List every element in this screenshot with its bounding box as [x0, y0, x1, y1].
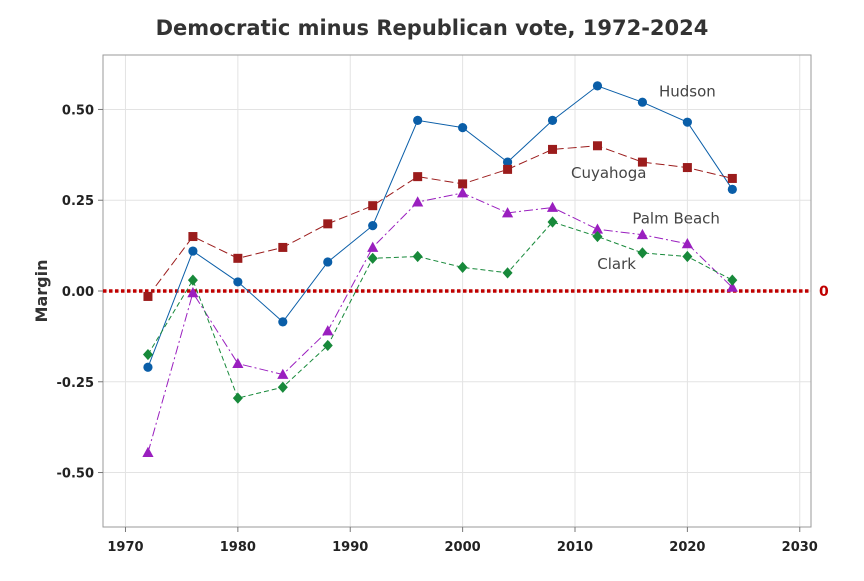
data-point-cuyahoga: [592, 141, 602, 151]
data-point-cuyahoga: [323, 219, 333, 229]
data-point-hudson: [368, 221, 378, 231]
y-tick-label: -0.25: [57, 376, 94, 391]
data-point-hudson: [502, 157, 513, 167]
data-point-palm-beach: [501, 207, 514, 218]
data-point-hudson: [278, 317, 288, 327]
data-point-hudson: [143, 362, 153, 372]
data-point-cuyahoga: [278, 242, 288, 252]
y-tick-label: 0.00: [62, 285, 94, 300]
data-point-cuyahoga: [233, 253, 243, 263]
data-point-hudson: [458, 123, 468, 133]
data-point-palm-beach: [546, 201, 559, 212]
data-point-clark: [592, 230, 603, 243]
data-point-cuyahoga: [143, 291, 153, 301]
data-point-cuyahoga: [188, 232, 198, 242]
data-point-clark: [637, 247, 648, 259]
series-labels: Hudson Cuyahoga Palm Beach Clark: [571, 82, 720, 272]
data-point-clark: [232, 392, 243, 404]
data-point-hudson: [592, 81, 603, 91]
data-point-hudson: [323, 257, 333, 267]
data-point-cuyahoga: [727, 173, 737, 183]
data-point-cuyahoga: [548, 144, 558, 154]
data-point-clark: [547, 216, 558, 228]
data-point-palm-beach: [277, 368, 289, 379]
series-label-clark: Clark: [597, 255, 636, 273]
series-line-palm-beach: [147, 192, 733, 453]
tick-labels: 1970 1980 1990 2000 2010 2020 2030 0.50 0.25 0.00…: [57, 103, 818, 555]
data-point-palm-beach: [681, 238, 693, 249]
data-point-hudson: [727, 184, 737, 194]
data-point-clark: [277, 381, 288, 393]
data-point-clark: [187, 274, 198, 286]
data-point-hudson: [637, 97, 648, 107]
x-tick-label: 2030: [782, 540, 818, 555]
data-point-palm-beach: [187, 287, 199, 298]
data-point-palm-beach: [412, 196, 424, 207]
y-tick-label: 0.50: [62, 103, 94, 118]
x-tick-label: 1990: [332, 540, 368, 555]
data-point-cuyahoga: [368, 201, 378, 211]
data-point-cuyahoga: [503, 164, 513, 174]
data-point-clark: [682, 250, 693, 263]
data-point-clark: [502, 267, 513, 279]
data-point-palm-beach: [636, 228, 649, 240]
chart-title: Democratic minus Republican vote, 1972-2…: [156, 16, 709, 40]
data-point-cuyahoga: [458, 179, 468, 189]
data-point-palm-beach: [142, 446, 154, 457]
data-point-cuyahoga: [682, 163, 692, 173]
data-point-palm-beach: [367, 241, 379, 252]
data-point-hudson: [547, 115, 558, 125]
data-point-clark: [412, 250, 423, 263]
reference-line-group: 0: [103, 284, 829, 300]
data-point-palm-beach: [591, 223, 604, 234]
data-point-clark: [142, 348, 153, 361]
data-point-cuyahoga: [637, 157, 647, 167]
data-point-hudson: [413, 115, 423, 125]
x-tick-label: 2000: [445, 540, 481, 555]
data-point-clark: [727, 274, 738, 286]
data-point-hudson: [188, 246, 198, 256]
series-hudson: [143, 81, 737, 372]
series-label-hudson: Hudson: [659, 82, 716, 100]
data-point-clark: [367, 252, 378, 264]
series-clark: [142, 216, 738, 404]
data-point-hudson: [682, 117, 692, 127]
data-point-palm-beach: [322, 325, 334, 336]
series-palm-beach: [142, 187, 738, 457]
series-cuyahoga: [143, 141, 737, 301]
data-point-clark: [322, 339, 333, 352]
x-tick-label: 2010: [557, 540, 593, 555]
y-axis-label: Margin: [32, 260, 51, 323]
data-point-clark: [457, 261, 468, 273]
data-point-palm-beach: [726, 281, 738, 292]
data-point-cuyahoga: [413, 172, 423, 182]
series-label-palm-beach: Palm Beach: [632, 209, 720, 227]
series-line-hudson: [147, 85, 733, 368]
reference-line-label: 0: [819, 284, 829, 300]
series-line-cuyahoga: [147, 145, 733, 297]
x-tick-label: 1970: [107, 540, 143, 555]
x-tick-label: 2020: [669, 540, 705, 555]
series-line-clark: [147, 221, 733, 399]
y-tick-label: 0.25: [62, 194, 94, 209]
x-tick-label: 1980: [220, 540, 256, 555]
series-group: [142, 81, 738, 457]
y-tick-label: -0.50: [57, 467, 94, 482]
data-point-palm-beach: [232, 357, 244, 369]
series-label-cuyahoga: Cuyahoga: [571, 164, 646, 182]
data-point-hudson: [233, 277, 243, 287]
data-point-palm-beach: [457, 187, 469, 198]
